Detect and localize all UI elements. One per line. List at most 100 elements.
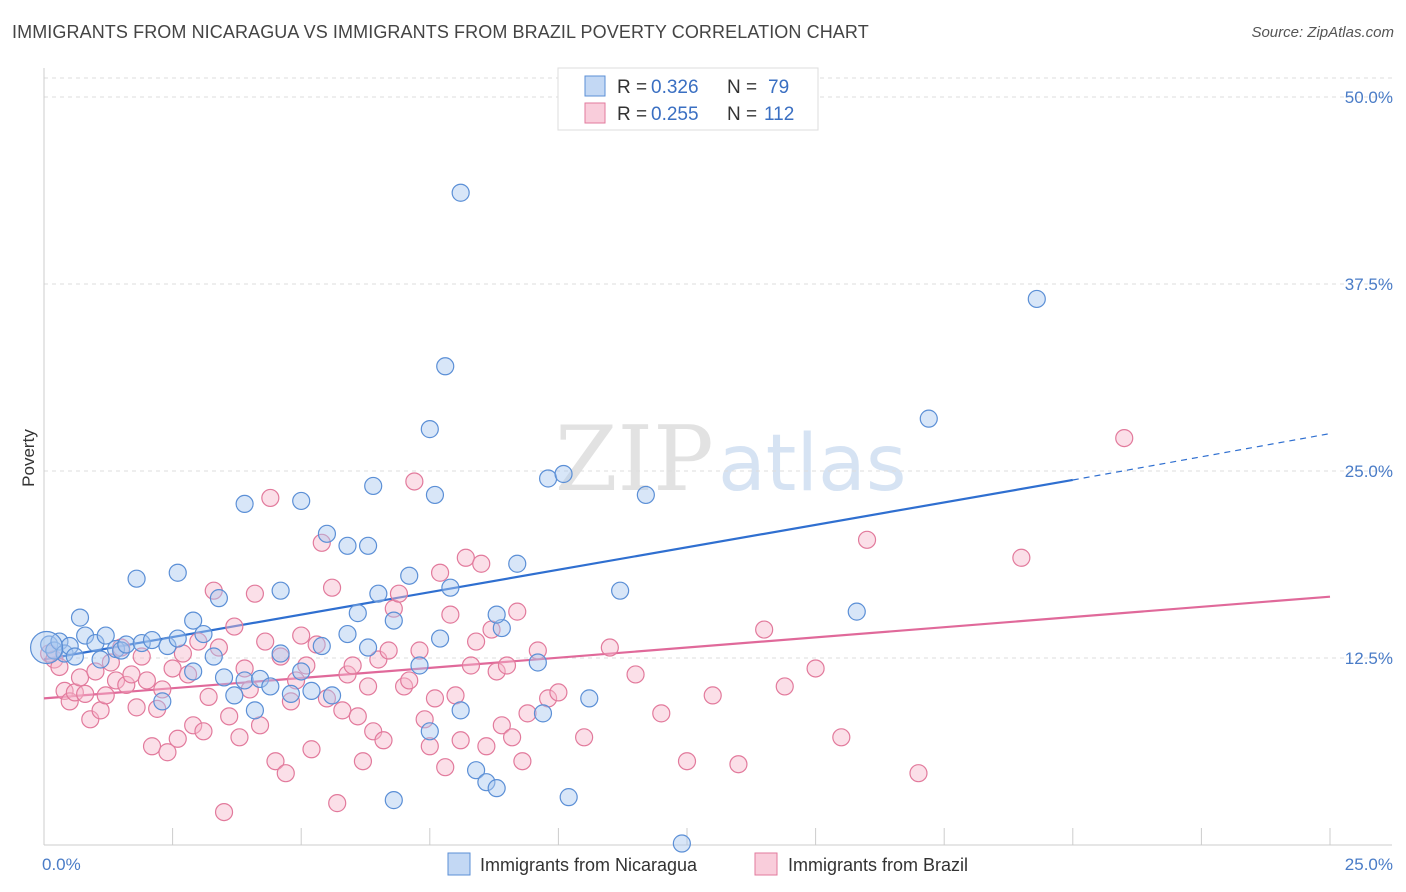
point-brazil-25 bbox=[168, 729, 187, 748]
point-brazil-77 bbox=[436, 758, 455, 777]
point-nicaragua-60 bbox=[425, 485, 445, 505]
x-tick-label-min: 0.0% bbox=[42, 855, 81, 874]
point-nicaragua-21 bbox=[194, 624, 213, 644]
point-brazil-57 bbox=[333, 701, 352, 720]
point-nicaragua-2 bbox=[50, 632, 69, 651]
point-nicaragua-46 bbox=[466, 761, 486, 780]
point-brazil-108 bbox=[857, 530, 877, 549]
point-brazil-37 bbox=[230, 728, 249, 747]
point-nicaragua-52 bbox=[184, 611, 203, 630]
point-brazil-8 bbox=[81, 710, 100, 729]
point-nicaragua-29 bbox=[271, 644, 290, 663]
point-brazil-34 bbox=[214, 802, 234, 822]
x-tick-label-max: 25.0% bbox=[1345, 855, 1393, 874]
point-brazil-30 bbox=[194, 722, 213, 741]
point-nicaragua-56 bbox=[235, 494, 254, 514]
point-brazil-59 bbox=[343, 656, 362, 675]
point-nicaragua-48 bbox=[487, 779, 506, 798]
point-nicaragua-36 bbox=[348, 604, 367, 623]
point-nicaragua-58 bbox=[358, 536, 378, 555]
point-brazil-64 bbox=[369, 650, 388, 669]
point-nicaragua-8 bbox=[86, 633, 105, 653]
chart-title: IMMIGRANTS FROM NICARAGUA VS IMMIGRANTS … bbox=[12, 22, 869, 42]
point-nicaragua-23 bbox=[214, 668, 234, 687]
point-nicaragua-6 bbox=[70, 608, 90, 627]
point-cluster-origin bbox=[29, 630, 64, 665]
point-brazil-7 bbox=[76, 684, 95, 704]
point-brazil-66 bbox=[379, 641, 398, 660]
point-brazil-9 bbox=[86, 662, 105, 681]
trend-line-nicaragua-extension bbox=[1072, 433, 1331, 481]
point-nicaragua-10 bbox=[96, 626, 115, 645]
point-nicaragua-4 bbox=[60, 636, 79, 656]
legend-swatch-nicaragua bbox=[584, 75, 606, 97]
point-nicaragua-14 bbox=[127, 569, 146, 588]
point-nicaragua-32 bbox=[302, 681, 321, 701]
point-nicaragua-77 bbox=[384, 791, 403, 810]
legend-n-value-nicaragua: 79 bbox=[768, 77, 789, 98]
point-brazil-85 bbox=[477, 737, 496, 756]
point-brazil-44 bbox=[266, 752, 285, 771]
y-tick-label-0: 12.5% bbox=[1345, 649, 1393, 668]
axes bbox=[43, 68, 1392, 846]
point-brazil-24 bbox=[163, 659, 182, 678]
point-brazil-84 bbox=[472, 554, 491, 573]
point-brazil-46 bbox=[276, 764, 295, 783]
point-brazil-99 bbox=[626, 665, 645, 684]
point-nicaragua-28 bbox=[261, 677, 280, 696]
point-nicaragua-37 bbox=[358, 638, 378, 657]
point-brazil-53 bbox=[312, 533, 331, 552]
legend-r-value-nicaragua: 0.326 bbox=[651, 77, 699, 98]
point-nicaragua-7 bbox=[76, 626, 95, 645]
point-brazil-47 bbox=[281, 692, 301, 711]
point-brazil-2 bbox=[50, 657, 69, 677]
point-brazil-107 bbox=[832, 728, 851, 747]
point-nicaragua-12 bbox=[112, 641, 131, 660]
bottom-legend-label-brazil: Immigrants from Brazil bbox=[788, 855, 968, 875]
point-nicaragua-42 bbox=[420, 722, 439, 741]
point-brazil-62 bbox=[358, 677, 378, 696]
point-brazil-102 bbox=[703, 686, 722, 705]
point-nicaragua-62 bbox=[533, 704, 553, 723]
trend-line-nicaragua bbox=[43, 478, 1073, 661]
bottom-legend-swatch-nicaragua bbox=[447, 852, 471, 876]
point-brazil-43 bbox=[261, 488, 280, 508]
point-brazil-71 bbox=[405, 472, 424, 491]
top-legend: R = 0.326 N = 79 R = 0.255 N = 112 bbox=[557, 67, 819, 131]
point-brazil-104 bbox=[755, 620, 774, 639]
point-brazil-42 bbox=[256, 632, 275, 651]
point-nicaragua-35 bbox=[338, 624, 357, 644]
y-axis-label: Poverty bbox=[19, 429, 38, 487]
point-brazil-81 bbox=[456, 548, 475, 567]
point-nicaragua-65 bbox=[554, 464, 573, 484]
point-nicaragua-27 bbox=[250, 669, 270, 689]
point-nicaragua-20 bbox=[184, 662, 203, 681]
trend-lines bbox=[43, 433, 1331, 700]
point-brazil-78 bbox=[441, 605, 460, 624]
legend-r-label-brazil: R = bbox=[617, 104, 647, 125]
point-nicaragua-16 bbox=[142, 630, 162, 650]
tick-labels: 12.5% 25.0% 37.5% 50.0% 0.0% 25.0% bbox=[42, 88, 1393, 874]
point-nicaragua-45 bbox=[451, 701, 470, 720]
point-nicaragua-25 bbox=[235, 671, 254, 690]
point-brazil-68 bbox=[389, 584, 409, 603]
y-tick-label-1: 25.0% bbox=[1345, 462, 1393, 481]
point-nicaragua-39 bbox=[384, 611, 403, 630]
y-tick-label-2: 37.5% bbox=[1345, 275, 1393, 294]
point-brazil-72 bbox=[410, 641, 429, 660]
point-brazil-27 bbox=[178, 665, 198, 684]
point-brazil-13 bbox=[106, 671, 126, 690]
point-brazil-16 bbox=[122, 665, 141, 684]
point-brazil-89 bbox=[497, 656, 517, 675]
point-brazil-12 bbox=[101, 653, 120, 672]
legend-swatch-brazil bbox=[584, 102, 606, 124]
point-brazil-18 bbox=[132, 647, 151, 666]
point-nicaragua-24 bbox=[225, 686, 244, 705]
bottom-legend-label-nicaragua: Immigrants from Nicaragua bbox=[480, 855, 698, 875]
point-nicaragua-75 bbox=[1027, 289, 1046, 309]
point-brazil-97 bbox=[575, 728, 594, 747]
point-nicaragua-73 bbox=[847, 602, 866, 621]
bottom-legend-swatch-brazil bbox=[754, 852, 778, 876]
point-nicaragua-41 bbox=[410, 656, 429, 675]
